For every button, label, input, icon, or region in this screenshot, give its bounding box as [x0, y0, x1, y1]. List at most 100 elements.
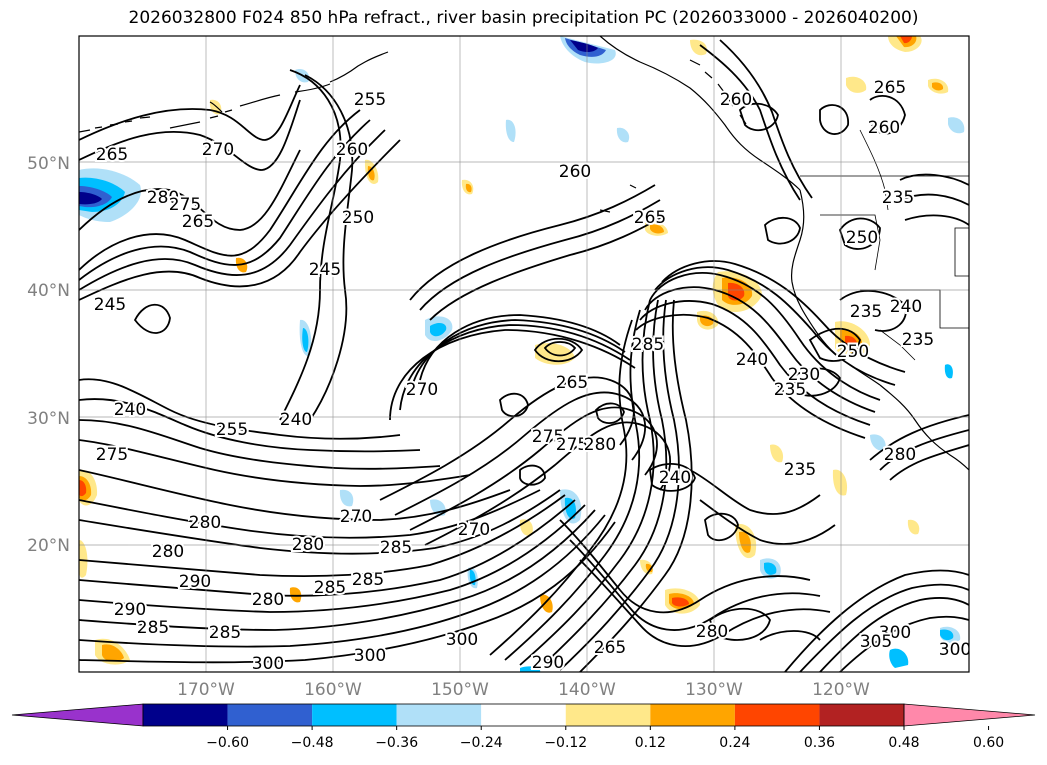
contour-label: 245 — [309, 260, 341, 280]
graticule — [79, 36, 969, 672]
contour-label: 265 — [96, 145, 128, 165]
contour-label: 260 — [720, 90, 752, 110]
map-frame — [78, 35, 970, 673]
colorbar-swatch — [734, 704, 820, 726]
contour-label: 285 — [314, 578, 346, 598]
colorbar-swatch — [481, 704, 566, 726]
lat-label-20n: 20°N — [27, 536, 70, 556]
contour-label: 265 — [182, 212, 214, 232]
contour-label: 300 — [879, 623, 911, 643]
refractivity-contours — [79, 39, 969, 672]
contour-label: 275 — [556, 435, 588, 455]
contour-label: 265 — [594, 638, 626, 658]
lon-label-170w: 170°W — [177, 680, 235, 700]
contour-label: 230 — [788, 365, 820, 385]
contour-label: 240 — [659, 468, 691, 488]
coastlines — [79, 36, 969, 471]
colorbar-swatch — [819, 704, 904, 726]
colorbar-tick-label: 0.60 — [973, 735, 1004, 751]
contour-label: 280 — [292, 535, 324, 555]
colorbar-tick-label: 0.36 — [804, 735, 835, 751]
colorbar-tick-label: 0.12 — [635, 735, 666, 751]
contour-label: 255 — [216, 420, 248, 440]
map-title: 2026032800 F024 850 hPa refract., river … — [128, 8, 919, 28]
colorbar-swatch — [227, 704, 313, 726]
contour-label: 280 — [152, 542, 184, 562]
contour-label: 235 — [850, 302, 882, 322]
latitude-labels: 50°N 40°N 30°N 20°N — [27, 154, 70, 556]
contour-label: 270 — [406, 380, 438, 400]
contour-label: 260 — [868, 118, 900, 138]
contour-label: 265 — [874, 78, 906, 98]
contour-label: 275 — [532, 427, 564, 447]
contour-label: 290 — [114, 600, 146, 620]
contour-label: 275 — [169, 195, 201, 215]
colorbar-tick-label: −0.24 — [460, 735, 503, 751]
contour-label: 300 — [354, 646, 386, 666]
colorbar-tick-label: 0.24 — [719, 735, 750, 751]
colorbar: −0.60 −0.48 −0.36 −0.24 −0.12 0.12 0.24 0.36 0.4… — [11, 703, 1036, 751]
contour-label: 265 — [634, 208, 666, 228]
contour-label: 235 — [774, 380, 806, 400]
contour-label: 250 — [846, 228, 878, 248]
contour-label: 285 — [352, 570, 384, 590]
lon-label-130w: 130°W — [685, 680, 743, 700]
colorbar-extend-min — [11, 703, 144, 727]
contour-label: 260 — [559, 162, 591, 182]
contour-label: 245 — [94, 295, 126, 315]
contour-label: 235 — [902, 330, 934, 350]
contour-label: 250 — [342, 208, 374, 228]
contour-label: 270 — [340, 507, 372, 527]
contour-label: 280 — [147, 188, 179, 208]
contour-label: 300 — [939, 640, 971, 660]
contour-label: 240 — [114, 400, 146, 420]
colorbar-swatch — [650, 704, 735, 726]
contour-label: 280 — [189, 513, 221, 533]
contour-label: 290 — [532, 653, 564, 673]
contour-label: 305 — [860, 632, 892, 652]
colorbar-swatch — [143, 704, 228, 726]
contour-label: 275 — [96, 445, 128, 465]
contour-label: 270 — [202, 140, 234, 160]
lat-label-30n: 30°N — [27, 409, 70, 429]
lon-label-140w: 140°W — [558, 680, 616, 700]
colorbar-tick-label: 0.48 — [888, 735, 919, 751]
contour-label: 300 — [446, 630, 478, 650]
lon-label-160w: 160°W — [304, 680, 362, 700]
contour-label: 285 — [380, 538, 412, 558]
political-borders — [800, 129, 969, 361]
colorbar-swatch — [565, 704, 651, 726]
colorbar-frame — [142, 703, 905, 727]
colorbar-tick-label: −0.60 — [206, 735, 249, 751]
lon-label-150w: 150°W — [431, 680, 489, 700]
contour-label: 240 — [280, 410, 312, 430]
contour-label: 280 — [584, 435, 616, 455]
contour-label: 265 — [556, 373, 588, 393]
contour-label: 235 — [882, 188, 914, 208]
contour-label: 285 — [209, 623, 241, 643]
contour-label: 300 — [252, 654, 284, 674]
contour-label: 240 — [736, 350, 768, 370]
colorbar-swatch — [312, 704, 397, 726]
contour-label: 270 — [458, 520, 490, 540]
contour-label: 255 — [354, 90, 386, 110]
lon-label-120w: 120°W — [812, 680, 870, 700]
contour-label: 285 — [632, 335, 664, 355]
contour-label: 240 — [890, 297, 922, 317]
lat-label-50n: 50°N — [27, 154, 70, 174]
contour-label: 280 — [884, 445, 916, 465]
contour-label: 280 — [696, 622, 728, 642]
longitude-labels: 170°W 160°W 150°W 140°W 130°W 120°W — [177, 680, 870, 700]
contour-label: 235 — [784, 460, 816, 480]
contour-label: 290 — [179, 572, 211, 592]
contour-label: 250 — [837, 342, 869, 362]
colorbar-extend-max — [903, 703, 1036, 727]
contour-label: 260 — [336, 140, 368, 160]
colorbar-swatch — [396, 704, 482, 726]
colorbar-tick-label: −0.36 — [375, 735, 418, 751]
map-area — [79, 36, 969, 672]
lat-label-40n: 40°N — [27, 281, 70, 301]
contour-label: 280 — [252, 590, 284, 610]
